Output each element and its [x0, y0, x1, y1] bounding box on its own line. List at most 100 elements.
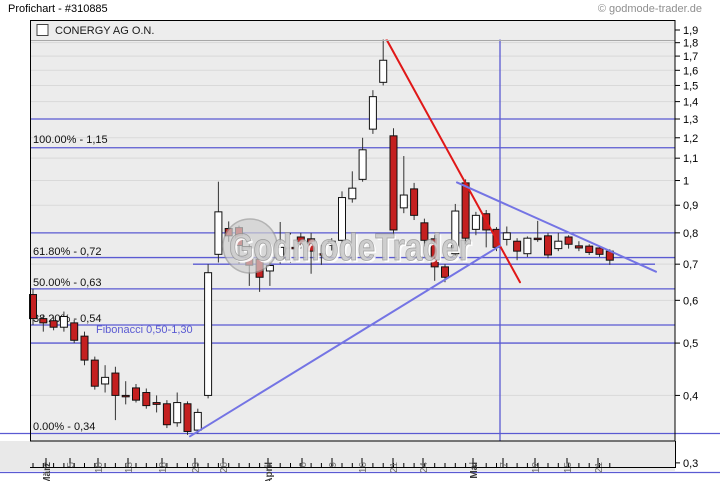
- x-tick-label: 16: [358, 462, 369, 474]
- plot-frame: [30, 20, 676, 442]
- red-trendline: [379, 26, 521, 284]
- fib-label-0: 0.00% - 0,34: [33, 421, 95, 433]
- candle: [533, 220, 542, 242]
- candle-body: [49, 320, 58, 328]
- candle-body: [513, 240, 522, 252]
- candle-body: [523, 237, 532, 255]
- axes: 1,91,81,7 1,6 1,5 1,4 1,3 1,2 1,1 1 0,9 0,8 0,7 0,6…: [32, 25, 698, 481]
- candle: [132, 383, 140, 403]
- candle-body: [317, 253, 326, 256]
- x-tick-label: 12: [531, 462, 542, 474]
- candle: [430, 235, 439, 281]
- x-tick-label: 9: [328, 462, 339, 468]
- candle: [348, 171, 357, 203]
- candle: [101, 365, 110, 393]
- y-tick-label: 0,3: [683, 458, 698, 470]
- candle: [111, 366, 120, 421]
- candle: [193, 408, 202, 434]
- candle: [29, 288, 37, 326]
- watermark-text: GodmodeTrader: [229, 227, 471, 269]
- y-tick-label: 0,8: [683, 228, 698, 240]
- candle: [152, 395, 161, 413]
- y-tick-label: 0,4: [683, 390, 698, 402]
- x-axis-band: [0, 441, 675, 471]
- candle-body: [204, 272, 213, 396]
- x-tick-label: 23: [191, 462, 202, 474]
- x-tick-label: 4 Mai: [469, 462, 480, 481]
- x-tick-label: 5: [66, 462, 77, 468]
- y-tick-label: 0,6: [683, 295, 698, 307]
- candle: [451, 203, 460, 256]
- candle: [296, 232, 305, 249]
- candle-body: [29, 294, 37, 320]
- candle-body: [214, 211, 223, 255]
- candle: [585, 244, 594, 255]
- symbol-label: CONERGY AG O.N.: [55, 25, 154, 37]
- blue-trendline: [456, 181, 657, 273]
- candle-body: [410, 188, 419, 216]
- candle-body: [554, 240, 563, 250]
- candle: [574, 241, 583, 252]
- candle-body: [368, 96, 377, 130]
- candle: [142, 388, 151, 409]
- candle-body: [502, 232, 511, 240]
- y-tick-label: 1,7: [683, 51, 698, 63]
- candle-body: [338, 197, 346, 241]
- candle: [358, 137, 367, 182]
- candle-body: [358, 149, 367, 180]
- candle: [399, 156, 408, 214]
- candle: [49, 316, 58, 331]
- candle: [471, 211, 480, 236]
- symbol-checkbox[interactable]: [36, 24, 49, 36]
- candle-body: [193, 411, 202, 431]
- x-tick-label: 21: [594, 462, 605, 474]
- candle: [90, 356, 99, 390]
- candle: [420, 218, 429, 247]
- y-tick-label: 0,9: [683, 200, 698, 212]
- fib-label-100: 100.00% - 1,15: [33, 134, 108, 146]
- x-tick-label: 7: [499, 462, 510, 468]
- candle-body: [307, 238, 316, 252]
- candle: [214, 181, 223, 263]
- candle: [513, 238, 522, 261]
- plot-area[interactable]: [30, 20, 675, 441]
- candle-body: [70, 322, 79, 341]
- y-tick-label: 1,4: [683, 97, 698, 109]
- x-tick-label: 13: [124, 462, 135, 474]
- y-tick-label: 1: [683, 176, 689, 188]
- watermark-logo-circle: [222, 218, 278, 274]
- y-tick-label: 1,1: [683, 153, 698, 165]
- x-tick-label: 6: [298, 462, 309, 468]
- y-tick-label: 0,5: [683, 338, 698, 350]
- candle-body: [162, 403, 171, 426]
- candle: [595, 246, 604, 257]
- watermark: GodmodeTrader GodmodeTrader: [222, 218, 473, 274]
- candle-body: [420, 222, 429, 241]
- candle: [307, 232, 316, 274]
- x-tick-label: 26: [219, 462, 230, 474]
- candle: [564, 235, 573, 249]
- copyright-label: © godmode-trader.de: [597, 3, 702, 15]
- candle-body: [286, 246, 295, 250]
- candle: [39, 314, 48, 332]
- y-tick-label: 0,7: [683, 259, 698, 271]
- candle: [59, 311, 68, 332]
- fib-label-50: 50.00% - 0,63: [33, 277, 102, 289]
- candle: [183, 401, 192, 435]
- y-tick-label: 1,9: [683, 25, 698, 37]
- candle: [70, 319, 79, 344]
- candle: [204, 264, 213, 399]
- plot-borders: [0, 20, 720, 474]
- y-tick-label: 1,5: [683, 80, 698, 92]
- candle: [80, 331, 89, 366]
- candle-body: [471, 214, 480, 230]
- candle-body: [59, 316, 68, 328]
- candle-body: [595, 247, 604, 255]
- x-tick-label: 18: [158, 462, 169, 474]
- candle-body: [564, 236, 573, 245]
- candle-body: [111, 372, 120, 396]
- fibonacci-lines: [0, 118, 720, 435]
- candle: [502, 226, 511, 246]
